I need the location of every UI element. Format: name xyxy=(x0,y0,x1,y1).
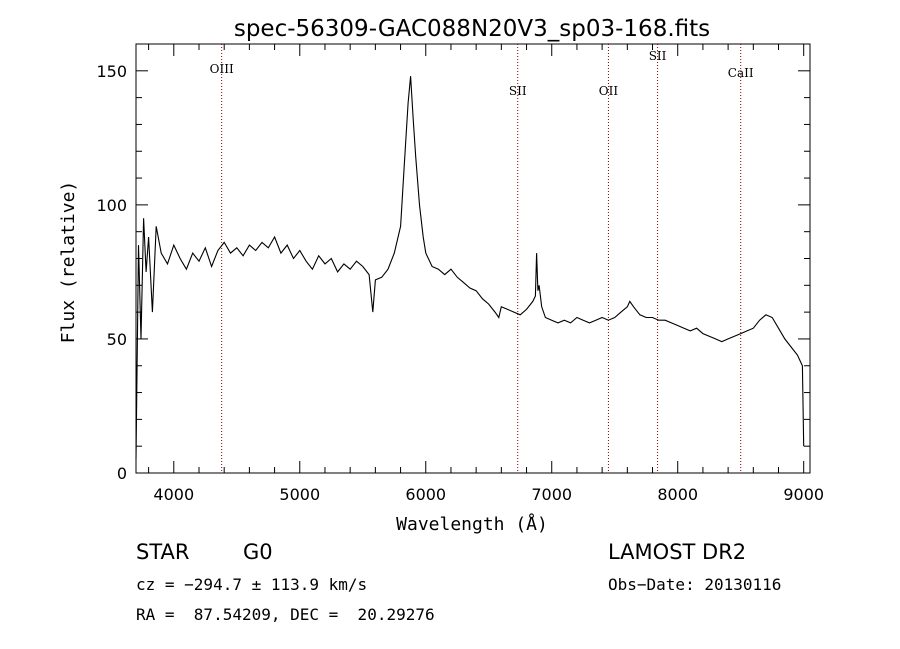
x-tick-label: 4000 xyxy=(153,485,194,504)
x-axis-label: Wavelength (Å) xyxy=(396,513,548,535)
y-tick-label: 150 xyxy=(96,62,127,81)
y-axis-ticks: 0 50 100 150 xyxy=(96,43,810,483)
y-tick-label: 100 xyxy=(96,196,127,215)
spectral-line-markers: OIII SII OII SII CaII xyxy=(210,44,754,473)
y-tick-label: 0 xyxy=(117,464,127,483)
x-tick-label: 5000 xyxy=(279,485,320,504)
plot-frame xyxy=(135,43,811,474)
chart-title: spec-56309-GAC088N20V3_sp03-168.fits xyxy=(234,16,710,42)
x-axis-ticks: 4000 5000 6000 7000 8000 9000 xyxy=(148,44,824,504)
object-subclass: G0 xyxy=(243,540,273,564)
coordinates-text: RA = 87.54209, DEC = 20.29276 xyxy=(136,605,435,624)
redshift-text: cz = −294.7 ± 113.9 km/s xyxy=(136,575,367,594)
line-label-oiii: OIII xyxy=(210,62,234,76)
x-tick-label: 7000 xyxy=(531,485,572,504)
y-axis-label: Flux (relative) xyxy=(58,181,79,344)
line-label-caii: CaII xyxy=(728,66,754,80)
spectrum-line xyxy=(135,76,805,460)
line-label-oii: OII xyxy=(599,84,619,98)
survey-label: LAMOST DR2 xyxy=(608,540,746,564)
y-tick-label: 50 xyxy=(107,330,127,349)
line-label-sii: SII xyxy=(509,84,527,98)
x-tick-label: 8000 xyxy=(657,485,698,504)
line-label-sii: SII xyxy=(649,49,667,63)
x-tick-label: 9000 xyxy=(783,485,824,504)
obs-date-text: Obs−Date: 20130116 xyxy=(608,575,781,594)
spectrum-series xyxy=(135,76,805,460)
object-class: STAR xyxy=(136,540,189,564)
x-tick-label: 6000 xyxy=(405,485,446,504)
